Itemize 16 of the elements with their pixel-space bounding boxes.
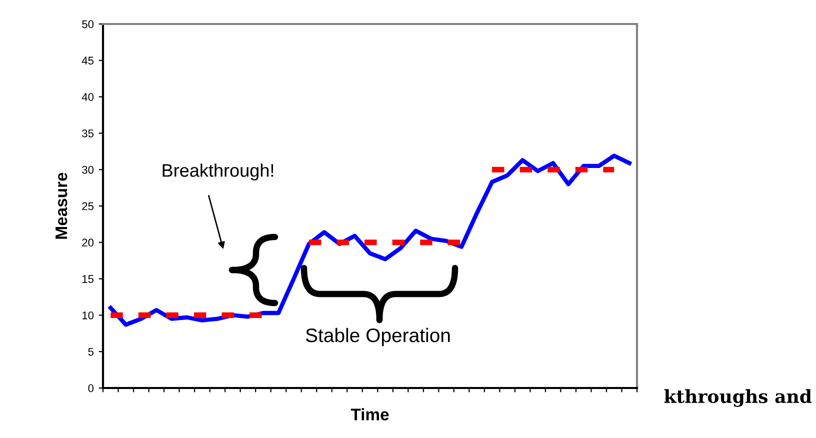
y-tick-label: 5 — [88, 348, 94, 356]
y-tick-label: 30 — [82, 166, 94, 174]
y-tick-label: 0 — [88, 384, 94, 392]
text: kthroughs and — [664, 389, 812, 407]
annotation: Stable Operation — [306, 328, 450, 346]
y-tick-label: 10 — [82, 311, 94, 320]
y-tick-label: 15 — [82, 275, 94, 283]
y-tick-label: 35 — [82, 129, 94, 138]
y-tick-label: 40 — [82, 93, 94, 101]
x-axis-title: Time — [350, 408, 389, 420]
y-tick-label: 20 — [82, 238, 94, 247]
y-tick-label: 45 — [82, 56, 94, 65]
y-tick-label: 50 — [82, 20, 94, 28]
y-axis-title: Measure — [56, 172, 68, 239]
annotation: Breakthrough! — [162, 164, 274, 180]
y-tick-label: 25 — [82, 202, 94, 210]
